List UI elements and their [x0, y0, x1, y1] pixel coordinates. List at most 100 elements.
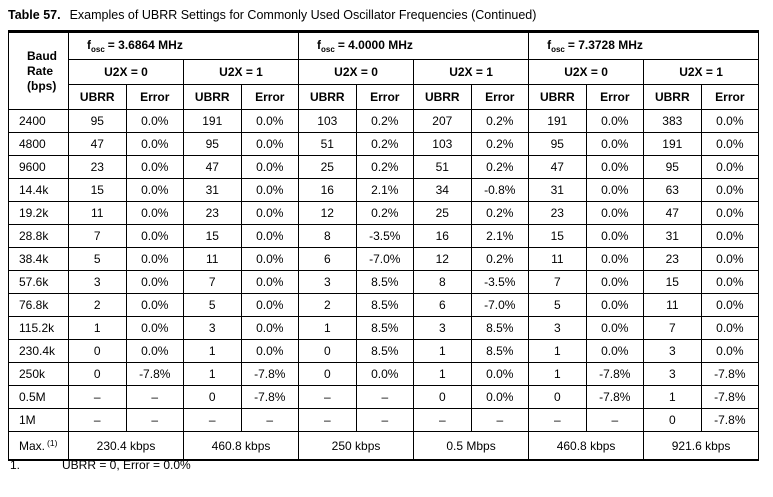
- ubrr-value-cell: 383: [643, 109, 702, 133]
- error-value-cell: 0.0%: [700, 339, 760, 363]
- ubrr-value-cell: 25: [298, 155, 357, 179]
- freq-header-4-0000: fosc = 4.0000 MHz: [298, 31, 530, 60]
- freq-symbol-subscript: osc: [91, 45, 105, 54]
- footnote-text: UBRR = 0, Error = 0.0%: [62, 458, 191, 472]
- ubrr-value-cell: 1: [528, 362, 587, 386]
- ubrr-value-cell: 0: [68, 362, 127, 386]
- ubrr-value-cell: –: [68, 385, 127, 409]
- baud-rate-cell: 4800: [8, 132, 69, 156]
- error-value-cell: 8.5%: [355, 293, 415, 317]
- error-value-cell: 0.0%: [240, 109, 300, 133]
- ubrr-value-cell: 1: [413, 339, 472, 363]
- ubrr-value-cell: 23: [68, 155, 127, 179]
- table-row: 250k 0 -7.8% 1 -7.8% 0 0.0% 1 0.0% 1 -7.8% 3 -7.8%: [8, 362, 760, 386]
- ubrr-value-cell: –: [68, 408, 127, 432]
- ubrr-value-cell: 1: [68, 316, 127, 340]
- ubrr-value-cell: 15: [183, 224, 242, 248]
- ubrr-value-cell: 8: [298, 224, 357, 248]
- ubrr-value-cell: –: [528, 408, 587, 432]
- freq-symbol: f: [547, 38, 552, 52]
- error-value-cell: 0.0%: [700, 132, 760, 156]
- ubrr-value-cell: 5: [68, 247, 127, 271]
- freq-symbol-subscript: osc: [551, 45, 565, 54]
- ubrr-column-header: UBRR: [68, 84, 127, 110]
- table-body: 2400 95 0.0% 191 0.0% 103 0.2% 207 0.2% 191 0.0% 38…: [8, 109, 760, 461]
- ubrr-value-cell: 15: [528, 224, 587, 248]
- table-row: 4800 47 0.0% 95 0.0% 51 0.2% 103 0.2% 95 0.0% 191 0.…: [8, 132, 760, 156]
- freq-value: = 7.3728 MHz: [567, 38, 643, 52]
- error-value-cell: 2.1%: [355, 178, 415, 202]
- error-value-cell: 0.0%: [240, 178, 300, 202]
- error-value-cell: 0.0%: [125, 247, 184, 271]
- error-value-cell: 0.2%: [355, 201, 415, 225]
- error-value-cell: 0.0%: [700, 247, 760, 271]
- ubrr-value-cell: 0: [298, 339, 357, 363]
- max-speed-cell: 0.5 Mbps: [413, 431, 530, 461]
- ubrr-value-cell: 5: [183, 293, 242, 317]
- error-value-cell: 0.2%: [470, 132, 530, 156]
- ubrr-value-cell: 6: [413, 293, 472, 317]
- table-row: 1M – – – – – – – – – –0 -7.8%: [8, 408, 760, 432]
- freq-header-3-6864: fosc = 3.6864 MHz: [67, 31, 300, 60]
- ubrr-value-cell: 7: [183, 270, 242, 294]
- u2x0-header: U2X = 0: [528, 59, 645, 85]
- ubrr-column-header: UBRR: [528, 84, 587, 110]
- ubrr-value-cell: 103: [298, 109, 357, 133]
- error-value-cell: -3.5%: [470, 270, 530, 294]
- ubrr-value-cell: –: [298, 385, 357, 409]
- error-value-cell: 0.0%: [125, 155, 184, 179]
- error-value-cell: –: [355, 385, 415, 409]
- max-speed-cell: 921.6 kbps: [643, 431, 760, 461]
- ubrr-value-cell: 3: [183, 316, 242, 340]
- error-column-header: Error: [125, 84, 184, 110]
- error-value-cell: 0.0%: [240, 293, 300, 317]
- error-value-cell: –: [240, 408, 300, 432]
- freq-symbol: f: [87, 38, 91, 52]
- error-value-cell: 0.0%: [125, 339, 184, 363]
- baud-rate-cell: 57.6k: [8, 270, 69, 294]
- error-column-header: Error: [240, 84, 300, 110]
- error-value-cell: –: [355, 408, 415, 432]
- table-row: 230.4k 0 0.0% 1 0.0% 0 8.5% 1 8.5% 1 0.0% 3 0.0%: [8, 339, 760, 363]
- error-value-cell: 0.0%: [125, 109, 184, 133]
- error-value-cell: -7.8%: [700, 362, 760, 386]
- ubrr-value-cell: 1: [183, 339, 242, 363]
- error-value-cell: 0.0%: [125, 224, 184, 248]
- ubrr-value-cell: 1: [643, 385, 702, 409]
- error-value-cell: 0.0%: [700, 201, 760, 225]
- max-label: Max.: [19, 439, 46, 453]
- ubrr-value-cell: 25: [413, 201, 472, 225]
- error-value-cell: -3.5%: [355, 224, 415, 248]
- baud-rate-cell: 230.4k: [8, 339, 69, 363]
- ubrr-value-cell: 3: [298, 270, 357, 294]
- error-value-cell: 0.0%: [470, 385, 530, 409]
- ubrr-value-cell: 0: [68, 339, 127, 363]
- ubrr-value-cell: 191: [643, 132, 702, 156]
- footnote: 1. UBRR = 0, Error = 0.0%: [10, 458, 191, 472]
- ubrr-value-cell: 95: [183, 132, 242, 156]
- error-value-cell: 0.0%: [585, 132, 645, 156]
- ubrr-column-header: UBRR: [183, 84, 242, 110]
- error-value-cell: 0.0%: [240, 270, 300, 294]
- error-value-cell: 0.0%: [700, 178, 760, 202]
- baud-rate-cell: 76.8k: [8, 293, 69, 317]
- ubrr-value-cell: 15: [643, 270, 702, 294]
- max-speed-cell: 460.8 kbps: [182, 431, 300, 461]
- error-value-cell: 0.2%: [355, 109, 415, 133]
- baud-rate-cell: 38.4k: [8, 247, 69, 271]
- ubrr-value-cell: 23: [528, 201, 587, 225]
- error-column-header: Error: [470, 84, 530, 110]
- ubrr-value-cell: 11: [643, 293, 702, 317]
- ubrr-value-cell: 15: [68, 178, 127, 202]
- ubrr-value-cell: 3: [643, 362, 702, 386]
- ubrr-value-cell: 8: [413, 270, 472, 294]
- error-value-cell: -7.0%: [355, 247, 415, 271]
- error-column-header: Error: [585, 84, 645, 110]
- ubrr-column-header: UBRR: [413, 84, 472, 110]
- table-row: 2400 95 0.0% 191 0.0% 103 0.2% 207 0.2% 191 0.0% 38…: [8, 109, 760, 133]
- error-value-cell: 0.2%: [470, 201, 530, 225]
- error-value-cell: 8.5%: [355, 339, 415, 363]
- baud-rate-header: Baud Rate (bps): [8, 31, 69, 110]
- ubrr-value-cell: 47: [68, 132, 127, 156]
- error-value-cell: 8.5%: [470, 316, 530, 340]
